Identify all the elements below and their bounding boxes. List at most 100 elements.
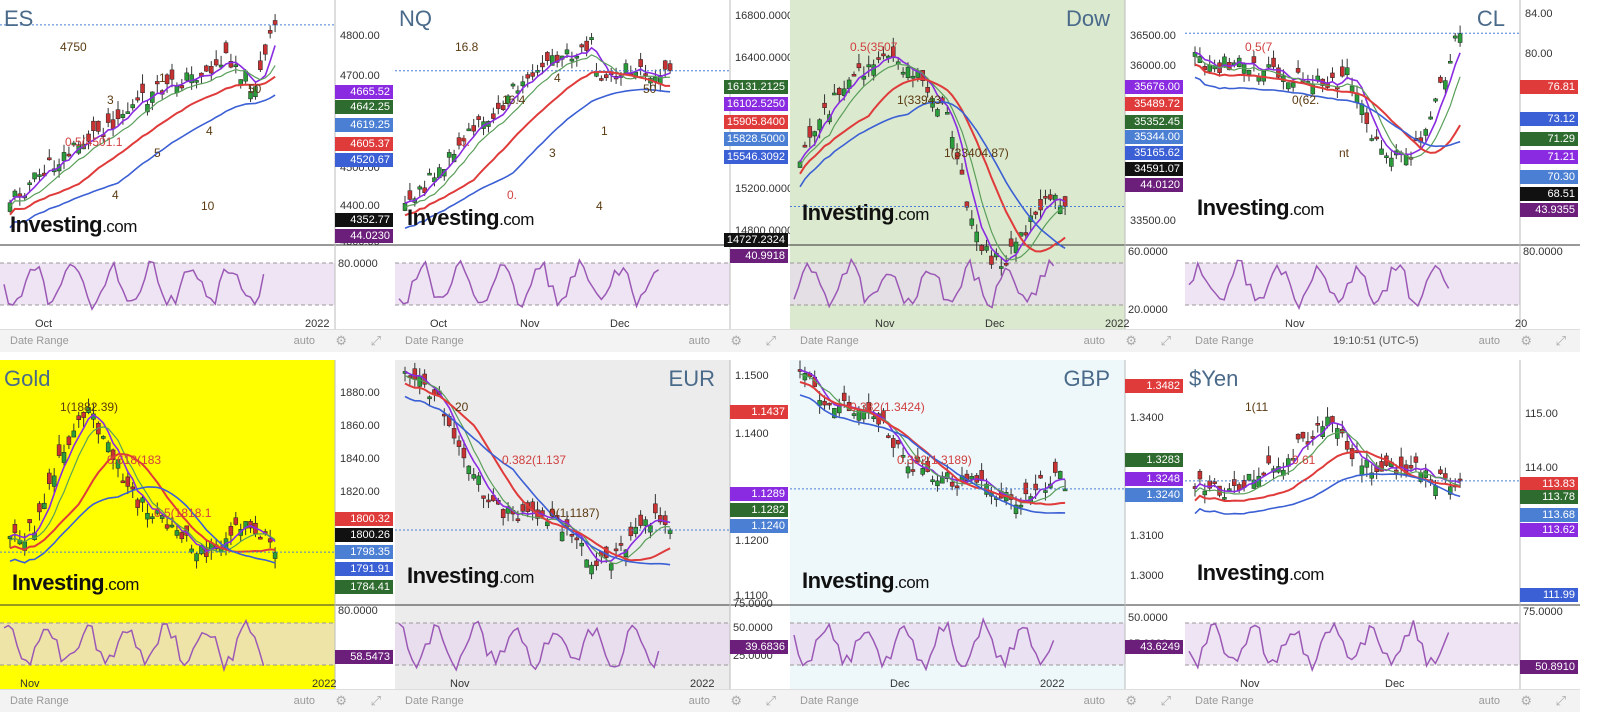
price-label: 1.3482 xyxy=(1125,379,1183,393)
x-axis-label: Dec xyxy=(1385,678,1405,690)
gear-icon[interactable]: ⚙ xyxy=(730,333,742,348)
candle-body xyxy=(7,535,13,540)
date-range-button[interactable]: Date Range xyxy=(10,695,69,707)
gear-icon[interactable]: ⚙ xyxy=(730,693,742,708)
expand-icon[interactable]: ⤢ xyxy=(765,333,776,348)
candle-body xyxy=(1251,56,1257,63)
candle-body xyxy=(851,73,857,77)
date-range-button[interactable]: Date Range xyxy=(800,335,859,347)
panel-dow[interactable]: DowInvesting.com36500.0036000.0034000.00… xyxy=(790,0,1185,352)
investing-logo: Investing.com xyxy=(407,205,534,230)
chart-annotation: 3 xyxy=(107,93,114,107)
expand-icon[interactable]: ⤢ xyxy=(765,693,776,708)
gear-icon[interactable]: ⚙ xyxy=(1520,693,1532,708)
auto-scale-button[interactable]: auto xyxy=(688,335,710,347)
candle-body xyxy=(812,131,817,137)
panel-yen[interactable]: $Yen Investing.com 115.00 114.00 75.0000 113.… xyxy=(1185,360,1580,712)
gear-icon[interactable]: ⚙ xyxy=(335,333,347,348)
candle-body xyxy=(1408,465,1414,469)
expand-icon[interactable]: ⤢ xyxy=(370,693,381,708)
auto-scale-button[interactable]: auto xyxy=(1478,335,1500,347)
price-label: 35344.00 xyxy=(1125,130,1183,144)
x-axis-label: Nov xyxy=(520,318,540,330)
candle-body xyxy=(461,138,467,142)
y-tick-label: 1.1100 xyxy=(735,590,768,602)
date-range-button[interactable]: Date Range xyxy=(10,335,69,347)
panel-gbp[interactable]: GBPInvesting.com1.35001.34001.31001.3000… xyxy=(790,360,1185,712)
candle-body xyxy=(569,534,575,537)
price-label: 68.51 xyxy=(1520,187,1578,201)
candle-body xyxy=(554,54,560,63)
auto-scale-button[interactable]: auto xyxy=(1478,695,1500,707)
gear-icon[interactable]: ⚙ xyxy=(1520,333,1532,348)
gear-icon[interactable]: ⚙ xyxy=(335,693,347,708)
y-tick-label: 1860.00 xyxy=(340,420,380,432)
candle-body xyxy=(1340,66,1345,77)
price-area-bg xyxy=(395,360,730,605)
x-axis-label: 2022 xyxy=(305,318,330,330)
osc-band xyxy=(395,623,730,665)
auto-scale-button[interactable]: auto xyxy=(1083,335,1105,347)
chart-annotation: 4 xyxy=(554,71,561,85)
auto-scale-button[interactable]: auto xyxy=(293,335,315,347)
candle-body xyxy=(1389,157,1394,167)
y-tick-label: 1.3400 xyxy=(1130,412,1164,424)
panel-es[interactable]: ES Investing.com 4800.00 4700.00 4500.00 4400… xyxy=(0,0,395,352)
ma-blue-line xyxy=(799,394,1066,514)
expand-icon[interactable]: ⤢ xyxy=(1160,693,1171,708)
candle-body xyxy=(135,499,140,508)
candle-body xyxy=(579,44,584,48)
candle-body xyxy=(86,133,91,142)
candle-body xyxy=(169,69,175,80)
y-tick-label: 80.00 xyxy=(1525,48,1553,60)
ma-purple-line xyxy=(1194,421,1461,493)
date-range-button[interactable]: Date Range xyxy=(405,335,464,347)
x-axis-label: 2022 xyxy=(1040,678,1065,690)
candle-body xyxy=(515,518,521,521)
date-range-button[interactable]: Date Range xyxy=(405,695,464,707)
candle-body xyxy=(253,86,258,98)
date-range-button[interactable]: Date Range xyxy=(1195,335,1254,347)
date-range-button[interactable]: Date Range xyxy=(800,695,859,707)
auto-scale-button[interactable]: auto xyxy=(688,695,710,707)
chart-toolbar: Date Range 19:10:51 (UTC-5) auto ⚙ ⤢ xyxy=(1185,329,1580,352)
candle-body xyxy=(643,73,648,76)
candle-body xyxy=(446,152,452,158)
panel-gold[interactable]: Gold Investing.com 1880.00 1860.00 1840.00 18… xyxy=(0,360,395,712)
chart-annotation: 0.5(7 xyxy=(1245,40,1273,54)
panel-nq[interactable]: NQ Investing.com 16800.0000 16400.0000 15200… xyxy=(395,0,790,352)
panel-eur[interactable]: EUR Investing.com 1.1500 1.1400 1.1200 1.1100… xyxy=(395,360,790,712)
expand-icon[interactable]: ⤢ xyxy=(370,333,381,348)
expand-icon[interactable]: ⤢ xyxy=(1555,693,1566,708)
expand-icon[interactable]: ⤢ xyxy=(1555,333,1566,348)
osc-line xyxy=(3,618,265,673)
price-label: 1.3240 xyxy=(1125,488,1183,502)
gear-icon[interactable]: ⚙ xyxy=(1125,333,1137,348)
gear-icon[interactable]: ⚙ xyxy=(1125,693,1137,708)
candle-body xyxy=(427,396,432,400)
candle-body xyxy=(189,74,194,84)
candle-body xyxy=(876,57,881,60)
price-label: 43.6249 xyxy=(1125,640,1183,654)
candle-body xyxy=(974,231,979,243)
auto-scale-button[interactable]: auto xyxy=(293,695,315,707)
candle-body xyxy=(110,449,116,460)
date-range-button[interactable]: Date Range xyxy=(1195,695,1254,707)
candle-body xyxy=(648,525,653,533)
chart-annotation: 0(1.1187) xyxy=(549,506,600,520)
candle-body xyxy=(1418,472,1424,482)
candle-body xyxy=(476,116,481,120)
panel-cl[interactable]: CLInvesting.com84.0080.0064.0080.000076.… xyxy=(1185,0,1580,352)
chart-svg-cl xyxy=(1185,0,1580,330)
price-label: 4665.52 xyxy=(335,85,393,99)
candle-body xyxy=(169,524,175,528)
candle-body xyxy=(42,502,47,509)
candle-body xyxy=(584,40,589,51)
auto-scale-button[interactable]: auto xyxy=(1083,695,1105,707)
investing-logo: Investing.com xyxy=(802,568,929,593)
candle-body xyxy=(667,63,673,72)
candle-body xyxy=(120,114,126,118)
investing-logo: Investing.com xyxy=(12,570,139,595)
chart-annotation: 0. xyxy=(460,135,471,149)
expand-icon[interactable]: ⤢ xyxy=(1160,333,1171,348)
